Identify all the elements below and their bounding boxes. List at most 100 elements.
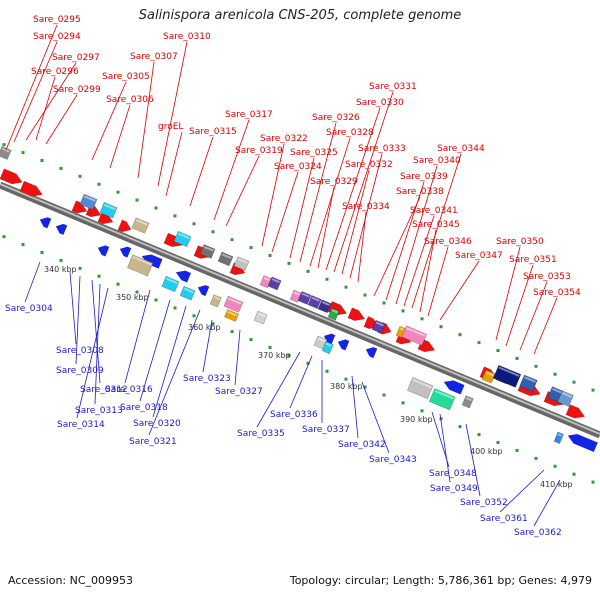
gene-box [553,431,564,444]
label-leader-line [165,131,183,197]
forward-gene-arrow [71,200,88,214]
ruler-dot-bottom [59,258,63,262]
gene-box-feature [161,275,180,293]
gene-box [233,256,250,271]
gene-label-bottom: Sare_0304 [5,304,53,314]
genome-summary-text: Topology: circular; Length: 5,786,361 bp… [289,574,592,587]
gene-label-top: Sare_0326 [312,113,360,123]
ruler-dot-bottom [325,369,329,373]
gene-label-top: Sare_0307 [130,52,178,62]
label-leader-line [5,24,58,151]
gene-box-feature [223,295,244,313]
label-leader-line [256,351,301,428]
ruler-dot-bottom [116,282,120,286]
gene-box-feature [557,390,574,407]
ruler-dot-bottom [154,298,158,302]
gene-box-feature [179,285,196,301]
gene-label-top: Sare_0341 [410,206,458,216]
gene-box-feature [428,388,456,411]
gene-box-shine [331,309,339,314]
reverse-gene-arrow [337,339,350,351]
label-leader-line [139,299,171,402]
gene-label-top: Sare_0297 [52,53,100,63]
ruler-dot-bottom [363,385,367,389]
ruler-dot-top [78,174,82,178]
label-leader-line [395,165,438,305]
label-leader-line [35,76,56,141]
gene-box [99,202,118,219]
gene-box [317,299,332,314]
label-leader-line [25,62,77,141]
ruler-dot-bottom [420,409,424,413]
gene-box-shine [132,256,152,266]
gene-box-feature [317,299,332,314]
gene-box-feature [259,275,272,289]
gene-label-top: Sare_0296 [31,67,79,77]
label-leader-line [13,41,58,143]
gene-box-shine [557,433,563,437]
gene-box-shine [399,327,405,331]
ruler-dot-top [325,277,329,281]
label-leader-line [157,41,188,187]
gene-box-shine [375,321,384,327]
gene-box-feature [492,364,522,388]
gene-box-shine [321,301,330,306]
label-leader-line [411,153,462,309]
scale-tick-label: 380 kbp [330,382,363,391]
gene-label-top: Sare_0347 [455,251,503,261]
gene-box-shine [412,378,432,389]
gene-box [321,340,334,355]
gene-label-top: Sare_0322 [260,134,308,144]
label-leader-line [91,81,127,161]
label-leader-line [75,275,81,365]
gene-label-top: Sare_0324 [274,162,322,172]
gene-box-shine [183,287,194,294]
label-leader-line [124,289,151,384]
gene-box-shine [406,327,426,337]
gene-box-shine [203,245,214,252]
label-leader-line [109,104,131,169]
gene-box-feature [209,294,222,308]
gene-label-top: Sare_0333 [358,144,406,154]
reverse-gene-arrow [119,246,132,258]
ruler-dot-top [591,388,595,392]
gene-arrow [443,380,465,395]
gene-box [199,244,216,259]
label-leader-line [289,355,313,409]
scale-tick-label: 370 kbp [258,351,291,360]
gene-arrow [163,232,184,248]
reverse-gene-arrow [567,433,598,453]
gene-box-feature [224,309,240,322]
gene-box-shine [165,277,178,285]
gene-box-shine [311,296,320,302]
label-leader-line [213,119,250,221]
gene-label-top: groEL [158,122,183,132]
label-leader-line [94,283,101,405]
gene-label-bottom: Sare_0335 [237,429,285,439]
gene-box [406,376,434,400]
ruler-dot-top [572,380,576,384]
gene-box-shine [498,366,520,377]
gene-box-feature [327,307,340,321]
ruler-dot-top [173,214,177,218]
ruler-dot-top [249,246,253,250]
gene-arrow [0,168,23,185]
scale-tick-label: 390 kbp [400,415,433,424]
gene-arrow [97,245,110,257]
label-leader-line [299,122,337,263]
gene-box-feature [99,202,118,219]
label-leader-line [148,309,201,436]
forward-gene-arrow [19,180,43,197]
label-leader-line [427,246,449,317]
label-leader-line [333,91,394,273]
ruler-dot-top [382,301,386,305]
ruler-dot-bottom [21,243,25,247]
gene-box-shine [263,276,271,282]
ruler-dot-top [553,372,557,376]
ruler-dot-bottom [268,346,272,349]
gene-arrow [175,270,192,283]
ruler-dot-top [154,206,158,210]
ruler-dot-bottom [515,448,519,452]
gene-box-feature [371,319,386,334]
